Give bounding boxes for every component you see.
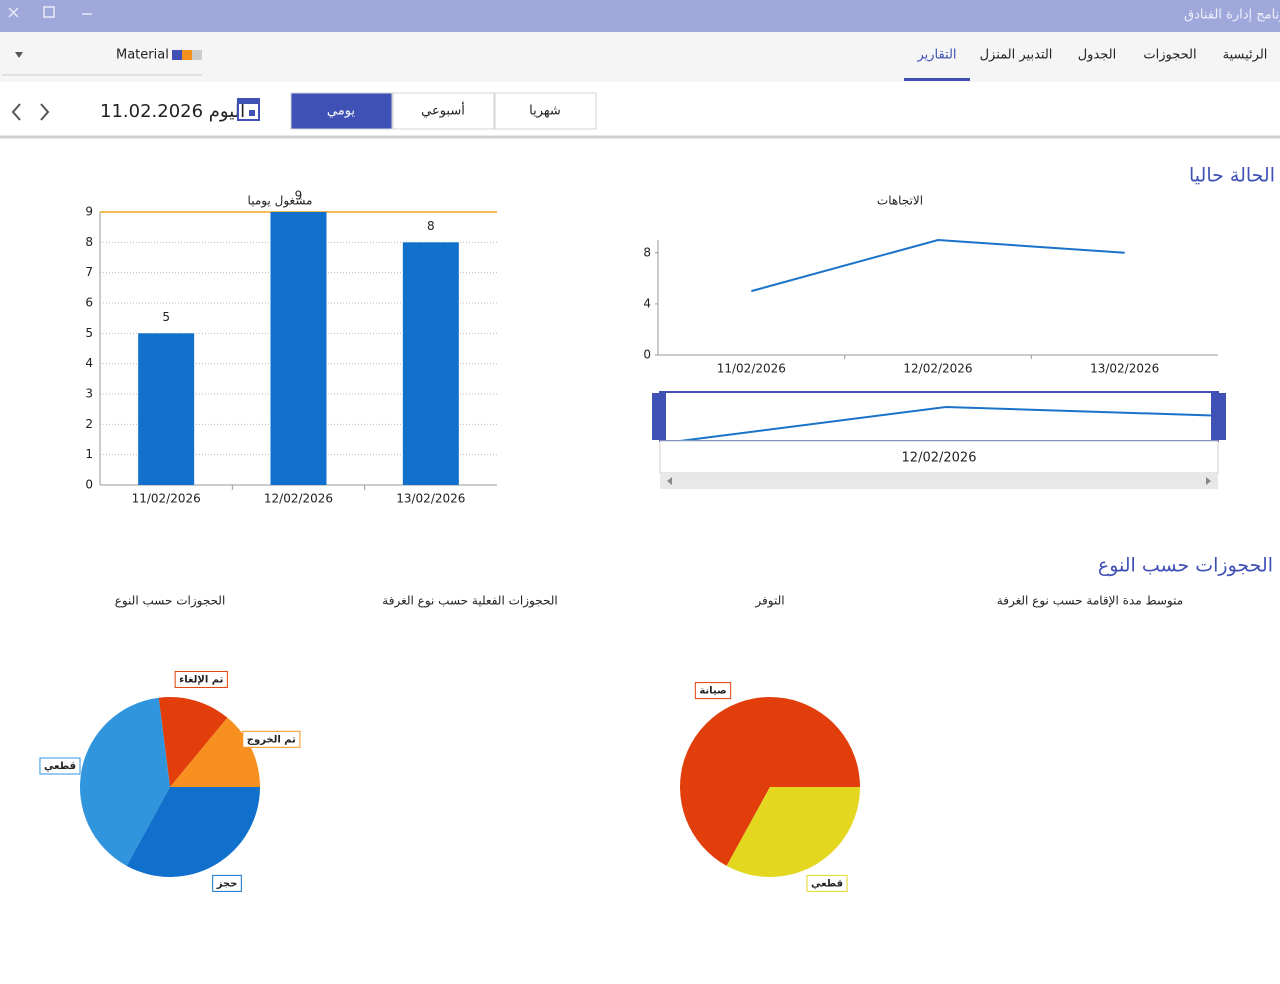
calendar-day[interactable]	[249, 110, 255, 116]
y-tick-label: 5	[85, 326, 93, 340]
theme-name[interactable]: Material	[116, 48, 169, 63]
swatch	[192, 50, 202, 60]
y-tick-label: 8	[85, 235, 93, 249]
slice-label: حجز	[216, 878, 238, 889]
period-button[interactable]	[290, 92, 393, 130]
slice-label: تم الخروج	[247, 734, 296, 745]
current-date[interactable]: اليوم 11.02.2026	[100, 101, 245, 122]
chart-title: الحجوزات حسب النوع	[115, 594, 226, 609]
slice-label-box	[212, 874, 242, 892]
tab[interactable]: الجدول	[1078, 48, 1117, 63]
chart-title: الاتجاهات	[877, 194, 923, 208]
navigator-handle[interactable]	[652, 393, 666, 440]
tab[interactable]: التقارير	[916, 48, 956, 63]
slice-label: صيانة	[699, 686, 726, 697]
x-tick-label: 11/02/2026	[717, 362, 786, 376]
y-tick-label: 7	[85, 265, 93, 279]
y-tick-label: 8	[643, 245, 651, 259]
y-tick-label: 3	[85, 387, 93, 401]
data-label: 8	[427, 219, 435, 233]
slice-label-box	[694, 682, 732, 700]
navigator-handle[interactable]	[1211, 393, 1226, 440]
y-tick-label: 4	[85, 356, 93, 370]
close-icon[interactable]	[8, 7, 19, 18]
pie-slice	[126, 787, 260, 878]
slice-label: قطعي	[811, 878, 843, 889]
scrollbar[interactable]	[660, 473, 1218, 489]
chart-title: مشغول يوميا	[248, 194, 313, 209]
pie-slice	[679, 697, 860, 866]
slice-label-box	[39, 757, 81, 775]
pie-slice	[79, 697, 170, 866]
x-tick-label: 11/02/2026	[132, 492, 201, 506]
period-label[interactable]: أسبوعي	[421, 102, 465, 119]
navigator-window[interactable]	[659, 391, 1219, 442]
slice-label-box	[806, 874, 848, 892]
toolbar	[0, 82, 1280, 137]
period-button[interactable]	[494, 92, 597, 130]
navigator-line	[679, 405, 1213, 442]
navigator-label: 12/02/2026	[902, 451, 977, 466]
bar	[138, 333, 195, 485]
bar	[270, 212, 327, 485]
section-title: الحالة حاليا	[1189, 165, 1275, 187]
period-label[interactable]: يومي	[327, 104, 356, 119]
y-tick-label: 0	[85, 478, 93, 492]
chart-title: متوسط مدة الإقامة حسب نوع الغرفة	[997, 594, 1183, 609]
tab[interactable]: التدبير المنزل	[980, 48, 1053, 63]
prev-arrow[interactable]	[11, 103, 21, 121]
scroll-left[interactable]	[667, 477, 672, 485]
tab[interactable]: الرئيسية	[1223, 48, 1268, 63]
pie-slice	[170, 717, 261, 787]
y-tick-label: 9	[85, 205, 93, 219]
window-controls[interactable]	[8, 6, 92, 18]
scroll-right[interactable]	[1206, 477, 1211, 485]
title-bar	[0, 0, 1280, 32]
active-tab-indicator	[904, 78, 970, 81]
pie-slice	[158, 697, 228, 787]
period-button[interactable]	[392, 92, 495, 130]
x-tick-label: 12/02/2026	[903, 362, 972, 376]
slice-label: تم الإلغاء	[179, 674, 223, 685]
calendar-header[interactable]	[238, 99, 259, 104]
menu-bar	[0, 32, 1280, 82]
tab[interactable]: الحجوزات	[1143, 48, 1196, 63]
x-tick-label: 13/02/2026	[396, 492, 465, 506]
theme-dropdown-arrow[interactable]	[15, 52, 23, 58]
slice-label-box	[174, 670, 228, 688]
y-tick-label: 2	[85, 417, 93, 431]
next-arrow[interactable]	[40, 103, 50, 121]
y-tick-label: 6	[85, 296, 93, 310]
y-tick-label: 4	[643, 296, 651, 310]
trend-line	[751, 238, 1125, 293]
swatch	[172, 50, 182, 60]
navigator-axis	[659, 440, 1219, 474]
bar	[402, 242, 459, 485]
chart-title: الحجوزات الفعلية حسب نوع الغرفة	[382, 594, 557, 609]
calendar-icon[interactable]	[237, 98, 260, 121]
x-tick-label: 13/02/2026	[1090, 362, 1159, 376]
swatch	[182, 50, 192, 60]
chart-title: التوفر	[754, 594, 784, 609]
data-label: 5	[162, 310, 170, 324]
section-title: الحجوزات حسب النوع	[1098, 555, 1273, 577]
window-title: برنامج إدارة الفنادق	[1184, 8, 1280, 23]
restore-icon[interactable]	[43, 6, 55, 18]
x-tick-label: 12/02/2026	[264, 492, 333, 506]
data-label: 9	[295, 189, 303, 203]
slice-label: قطعي	[44, 761, 76, 772]
slice-label-box	[242, 730, 301, 748]
y-tick-label: 0	[643, 348, 651, 362]
period-label[interactable]: شهريا	[529, 104, 561, 119]
pie-slice	[726, 787, 860, 877]
y-tick-label: 1	[85, 447, 93, 461]
